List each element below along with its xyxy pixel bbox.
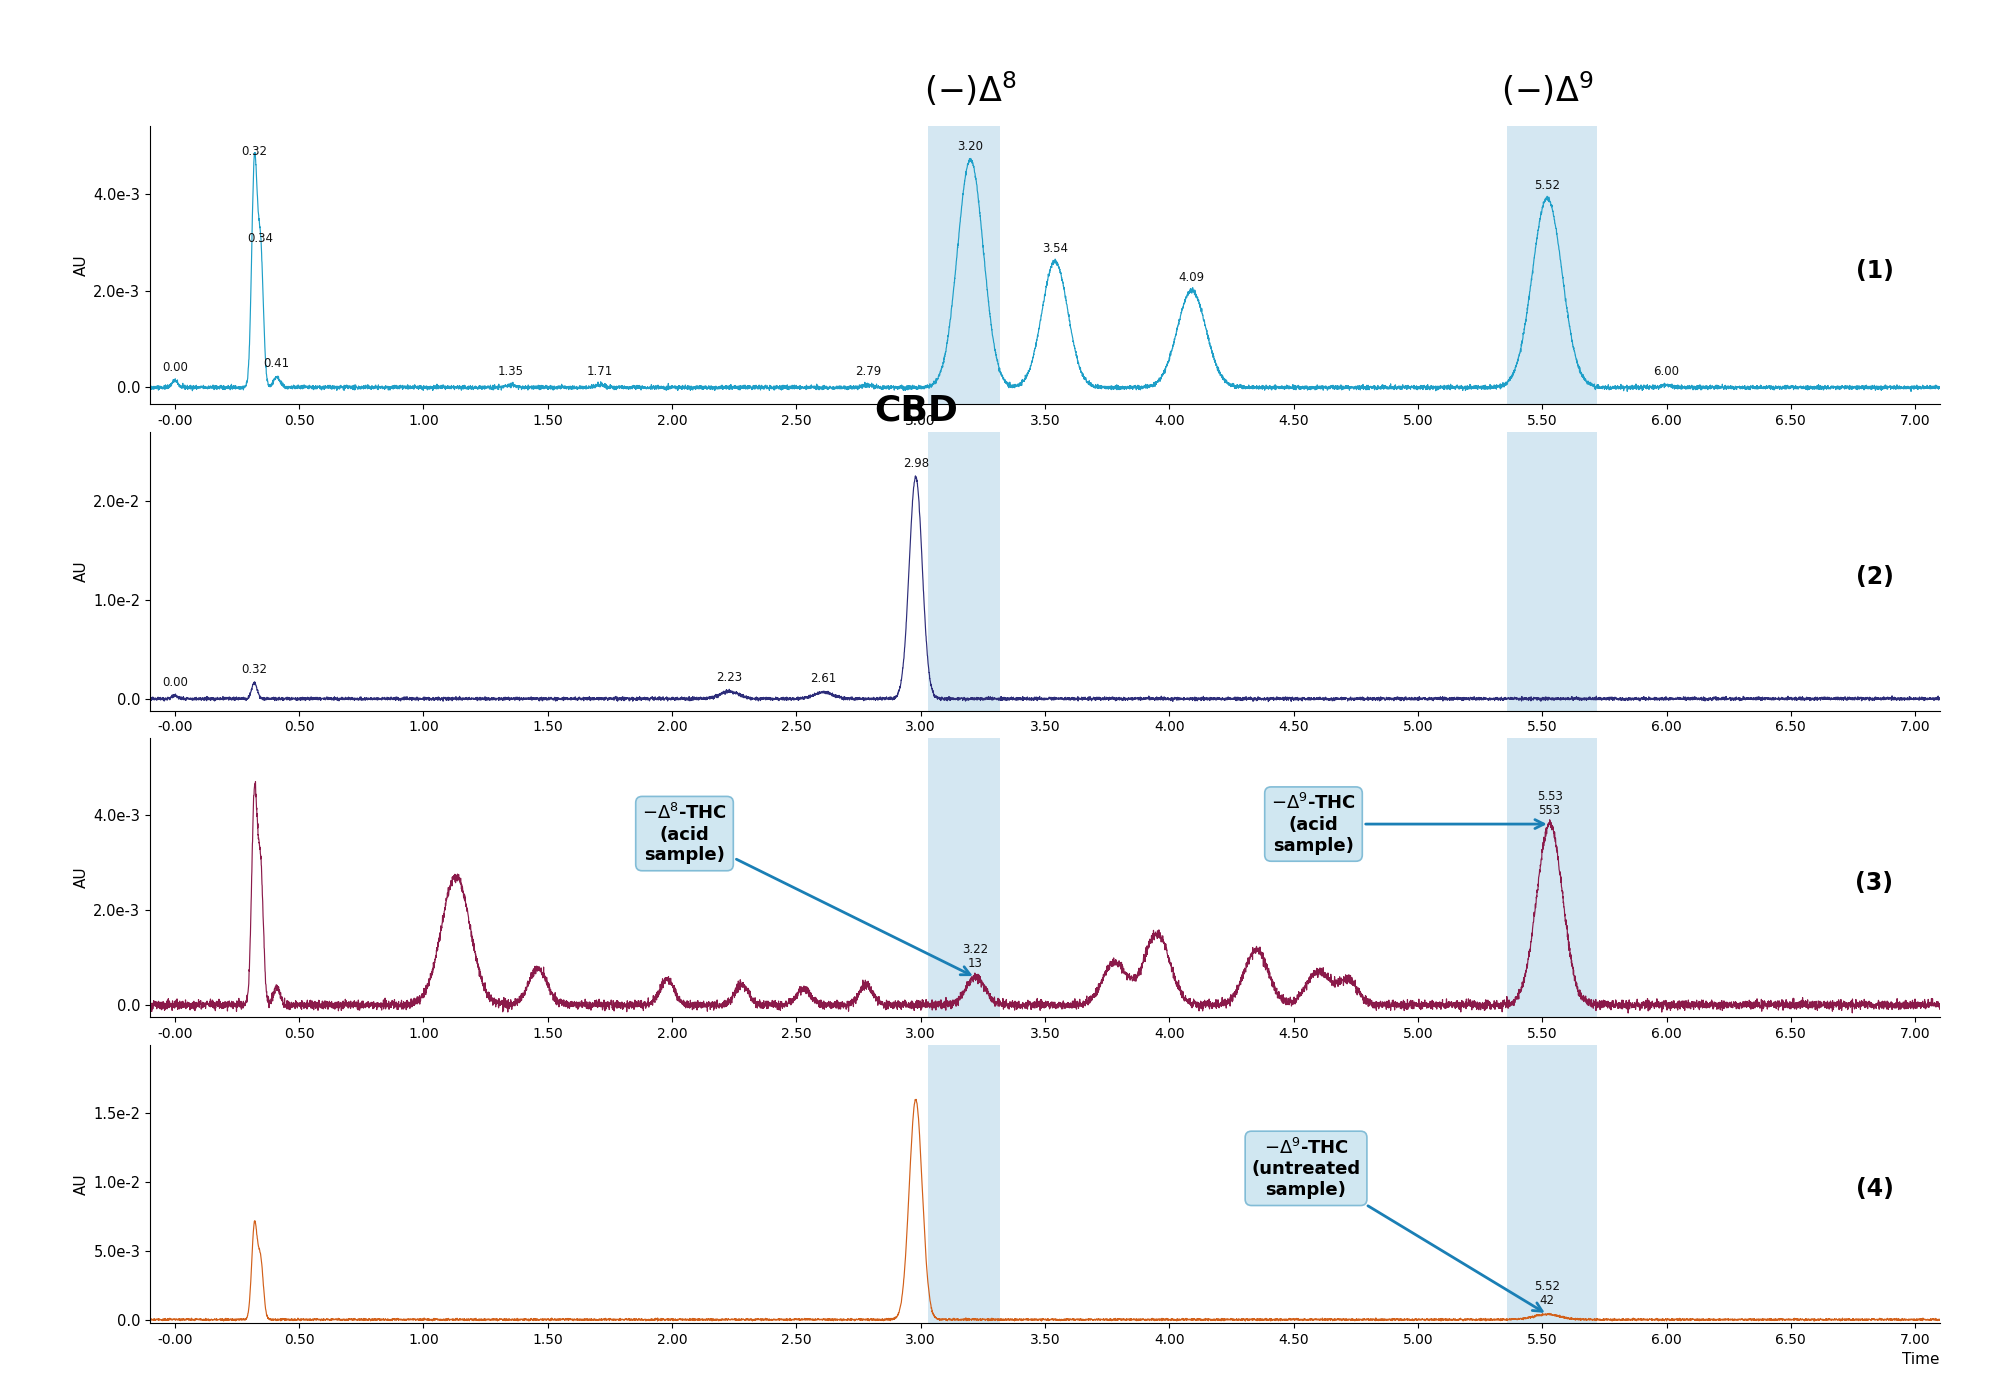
Text: $(-)\Delta^8$: $(-)\Delta^8$: [924, 70, 1016, 109]
Text: 6.00: 6.00: [1654, 365, 1680, 378]
Text: 5.53
553: 5.53 553: [1536, 790, 1562, 818]
Text: (2): (2): [1856, 566, 1894, 589]
Text: 0.32: 0.32: [242, 144, 268, 158]
Text: (4): (4): [1856, 1177, 1894, 1201]
Bar: [1508, 126, 1596, 405]
Bar: [928, 738, 1000, 1016]
Bar: [928, 433, 1000, 711]
Bar: [1508, 1044, 1596, 1323]
Text: 3.22
13: 3.22 13: [962, 944, 988, 970]
Text: $-\Delta^9$-THC
(acid
sample): $-\Delta^9$-THC (acid sample): [1272, 794, 1544, 855]
Text: 2.79: 2.79: [856, 365, 882, 378]
Text: 0.00: 0.00: [162, 676, 188, 689]
Text: 1.71: 1.71: [586, 365, 614, 378]
Y-axis label: AU: AU: [74, 1173, 88, 1194]
Y-axis label: AU: AU: [74, 560, 88, 582]
Text: 3.54: 3.54: [1042, 242, 1068, 255]
Text: 0.34: 0.34: [248, 232, 274, 245]
Bar: [928, 1044, 1000, 1323]
Y-axis label: AU: AU: [74, 867, 90, 889]
Text: 0.41: 0.41: [264, 357, 290, 370]
Text: $-\Delta^9$-THC
(untreated
sample): $-\Delta^9$-THC (untreated sample): [1252, 1137, 1542, 1312]
Text: 2.61: 2.61: [810, 672, 836, 686]
Bar: [928, 126, 1000, 405]
Bar: [1508, 433, 1596, 711]
X-axis label: Time: Time: [1902, 1352, 1940, 1368]
Text: 5.52
42: 5.52 42: [1534, 1281, 1560, 1308]
Text: (3): (3): [1856, 871, 1894, 895]
Text: 3.20: 3.20: [958, 140, 984, 153]
Text: $(-)\Delta^9$: $(-)\Delta^9$: [1500, 70, 1594, 109]
Text: 2.98: 2.98: [902, 456, 928, 469]
Text: 0.00: 0.00: [162, 361, 188, 374]
Text: CBD: CBD: [874, 393, 958, 427]
Text: $-\Delta^8$-THC
(acid
sample): $-\Delta^8$-THC (acid sample): [642, 802, 970, 974]
Text: (1): (1): [1856, 259, 1894, 283]
Text: 5.52: 5.52: [1534, 179, 1560, 192]
Bar: [1508, 738, 1596, 1016]
Text: 4.09: 4.09: [1178, 270, 1204, 284]
Text: 2.23: 2.23: [716, 672, 742, 685]
Y-axis label: AU: AU: [74, 255, 90, 276]
Text: 0.32: 0.32: [242, 664, 268, 676]
Text: 1.35: 1.35: [498, 365, 524, 378]
